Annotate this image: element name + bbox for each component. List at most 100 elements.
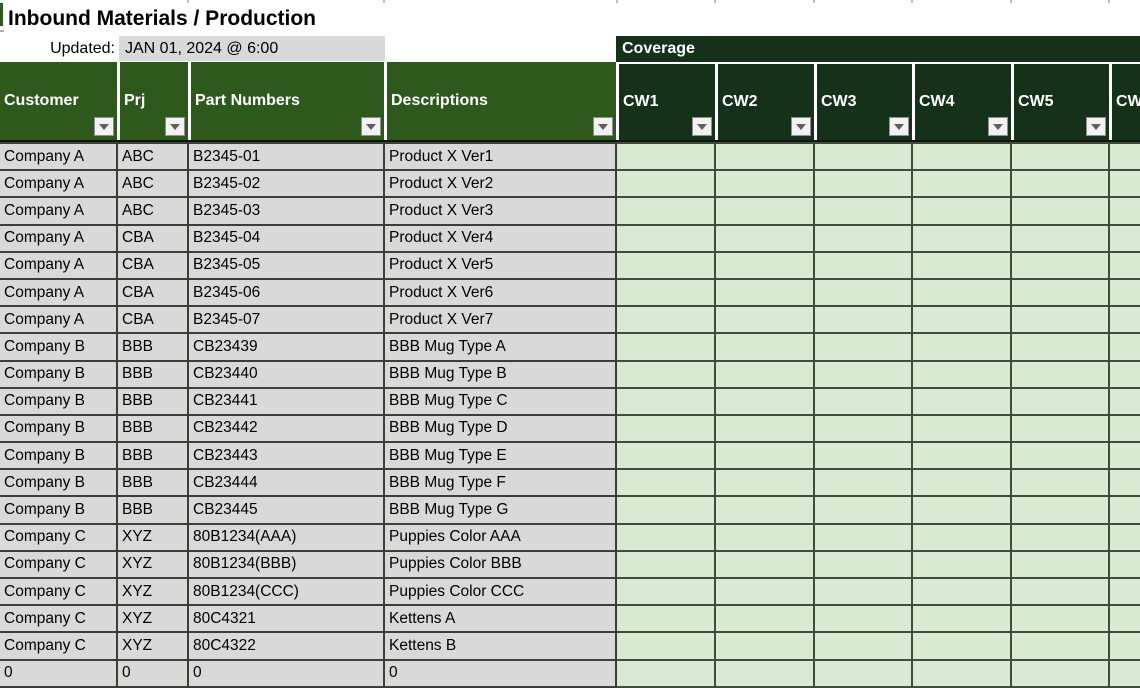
- filter-dropdown-cw1[interactable]: [692, 117, 712, 136]
- cell-cw1[interactable]: [615, 658, 716, 688]
- cell-description[interactable]: [383, 685, 617, 688]
- filter-dropdown-descriptions[interactable]: [593, 117, 613, 136]
- cell-cw4[interactable]: [911, 250, 1012, 280]
- cell-cw4[interactable]: [911, 658, 1012, 688]
- cell-part-number[interactable]: B2345-01: [187, 142, 385, 172]
- column-header-prj[interactable]: Prj: [117, 62, 188, 140]
- cell-cw3[interactable]: [813, 277, 913, 308]
- cell-cw2[interactable]: [714, 359, 815, 389]
- cell-part-number[interactable]: B2345-07: [187, 305, 385, 335]
- cell-cw5[interactable]: [1010, 413, 1110, 444]
- cell-cw3[interactable]: [813, 169, 913, 199]
- cell-cw1[interactable]: [615, 549, 716, 580]
- cell-cw1[interactable]: [615, 685, 716, 688]
- cell-customer[interactable]: Company C: [0, 576, 118, 607]
- cell-description[interactable]: Puppies Color BBB: [383, 549, 617, 580]
- cell-cw3[interactable]: [813, 441, 913, 471]
- cell-cw3[interactable]: [813, 495, 913, 525]
- cell-cw5[interactable]: [1010, 685, 1110, 688]
- cell-cw2[interactable]: [714, 685, 815, 688]
- cell-cw1[interactable]: [615, 441, 716, 471]
- cell-cw6[interactable]: [1108, 142, 1140, 172]
- cell-cw5[interactable]: [1010, 549, 1110, 580]
- cell-cw6[interactable]: [1108, 468, 1140, 498]
- cell-prj[interactable]: XYZ: [116, 604, 189, 634]
- cell-cw6[interactable]: [1108, 413, 1140, 444]
- cell-cw2[interactable]: [714, 250, 815, 280]
- cell-part-number[interactable]: CB23444: [187, 468, 385, 498]
- cell-cw6[interactable]: [1108, 549, 1140, 580]
- filter-dropdown-cw3[interactable]: [889, 117, 909, 136]
- cell-cw5[interactable]: [1010, 522, 1110, 552]
- filter-dropdown-cw2[interactable]: [791, 117, 811, 136]
- column-header-descriptions[interactable]: Descriptions: [384, 62, 616, 140]
- column-header-cw3[interactable]: CW3: [814, 62, 912, 140]
- cell-cw2[interactable]: [714, 576, 815, 607]
- cell-cw2[interactable]: [714, 413, 815, 444]
- cell-prj[interactable]: ABC: [116, 142, 189, 172]
- cell-cw3[interactable]: [813, 142, 913, 172]
- cell-cw6[interactable]: [1108, 169, 1140, 199]
- cell-cw3[interactable]: [813, 413, 913, 444]
- cell-part-number[interactable]: CB23443: [187, 441, 385, 471]
- cell-cw4[interactable]: [911, 685, 1012, 688]
- cell-cw4[interactable]: [911, 522, 1012, 552]
- cell-cw3[interactable]: [813, 549, 913, 580]
- cell-cw3[interactable]: [813, 250, 913, 280]
- cell-prj[interactable]: BBB: [116, 413, 189, 444]
- cell-cw2[interactable]: [714, 196, 815, 226]
- cell-cw3[interactable]: [813, 359, 913, 389]
- cell-cw5[interactable]: [1010, 169, 1110, 199]
- cell-description[interactable]: BBB Mug Type C: [383, 386, 617, 416]
- cell-part-number[interactable]: B2345-03: [187, 196, 385, 226]
- cell-cw3[interactable]: [813, 223, 913, 253]
- cell-cw5[interactable]: [1010, 332, 1110, 362]
- cell-cw1[interactable]: [615, 359, 716, 389]
- cell-cw2[interactable]: [714, 604, 815, 634]
- cell-customer[interactable]: Company A: [0, 250, 118, 280]
- cell-cw5[interactable]: [1010, 604, 1110, 634]
- cell-cw3[interactable]: [813, 196, 913, 226]
- cell-description[interactable]: Product X Ver2: [383, 169, 617, 199]
- cell-cw5[interactable]: [1010, 386, 1110, 416]
- cell-part-number[interactable]: CB23440: [187, 359, 385, 389]
- cell-cw4[interactable]: [911, 196, 1012, 226]
- cell-cw1[interactable]: [615, 250, 716, 280]
- cell-cw4[interactable]: [911, 495, 1012, 525]
- cell-customer[interactable]: Company A: [0, 277, 118, 308]
- cell-cw6[interactable]: [1108, 522, 1140, 552]
- cell-cw1[interactable]: [615, 223, 716, 253]
- cell-cw4[interactable]: [911, 305, 1012, 335]
- cell-cw3[interactable]: [813, 386, 913, 416]
- cell-cw2[interactable]: [714, 142, 815, 172]
- cell-cw2[interactable]: [714, 522, 815, 552]
- cell-cw1[interactable]: [615, 196, 716, 226]
- cell-description[interactable]: Puppies Color CCC: [383, 576, 617, 607]
- cell-customer[interactable]: Company B: [0, 441, 118, 471]
- cell-cw2[interactable]: [714, 549, 815, 580]
- cell-cw6[interactable]: [1108, 441, 1140, 471]
- cell-cw5[interactable]: [1010, 223, 1110, 253]
- column-header-cw6-partial[interactable]: CW: [1109, 62, 1140, 140]
- cell-customer[interactable]: Company B: [0, 468, 118, 498]
- cell-prj[interactable]: XYZ: [116, 576, 189, 607]
- cell-cw2[interactable]: [714, 332, 815, 362]
- cell-cw2[interactable]: [714, 305, 815, 335]
- cell-customer[interactable]: 0: [0, 658, 118, 688]
- cell-cw6[interactable]: [1108, 631, 1140, 661]
- cell-cw1[interactable]: [615, 604, 716, 634]
- updated-timestamp-cell[interactable]: JAN 01, 2024 @ 6:00: [119, 36, 385, 61]
- cell-prj[interactable]: CBA: [116, 223, 189, 253]
- column-header-cw4[interactable]: CW4: [912, 62, 1011, 140]
- cell-cw1[interactable]: [615, 142, 716, 172]
- cell-prj[interactable]: XYZ: [116, 631, 189, 661]
- cell-cw4[interactable]: [911, 441, 1012, 471]
- cell-part-number[interactable]: B2345-06: [187, 277, 385, 308]
- filter-dropdown-customer[interactable]: [94, 117, 114, 136]
- cell-cw3[interactable]: [813, 685, 913, 688]
- cell-part-number[interactable]: B2345-02: [187, 169, 385, 199]
- cell-cw1[interactable]: [615, 413, 716, 444]
- cell-cw5[interactable]: [1010, 305, 1110, 335]
- cell-cw4[interactable]: [911, 413, 1012, 444]
- cell-part-number[interactable]: 80B1234(AAA): [187, 522, 385, 552]
